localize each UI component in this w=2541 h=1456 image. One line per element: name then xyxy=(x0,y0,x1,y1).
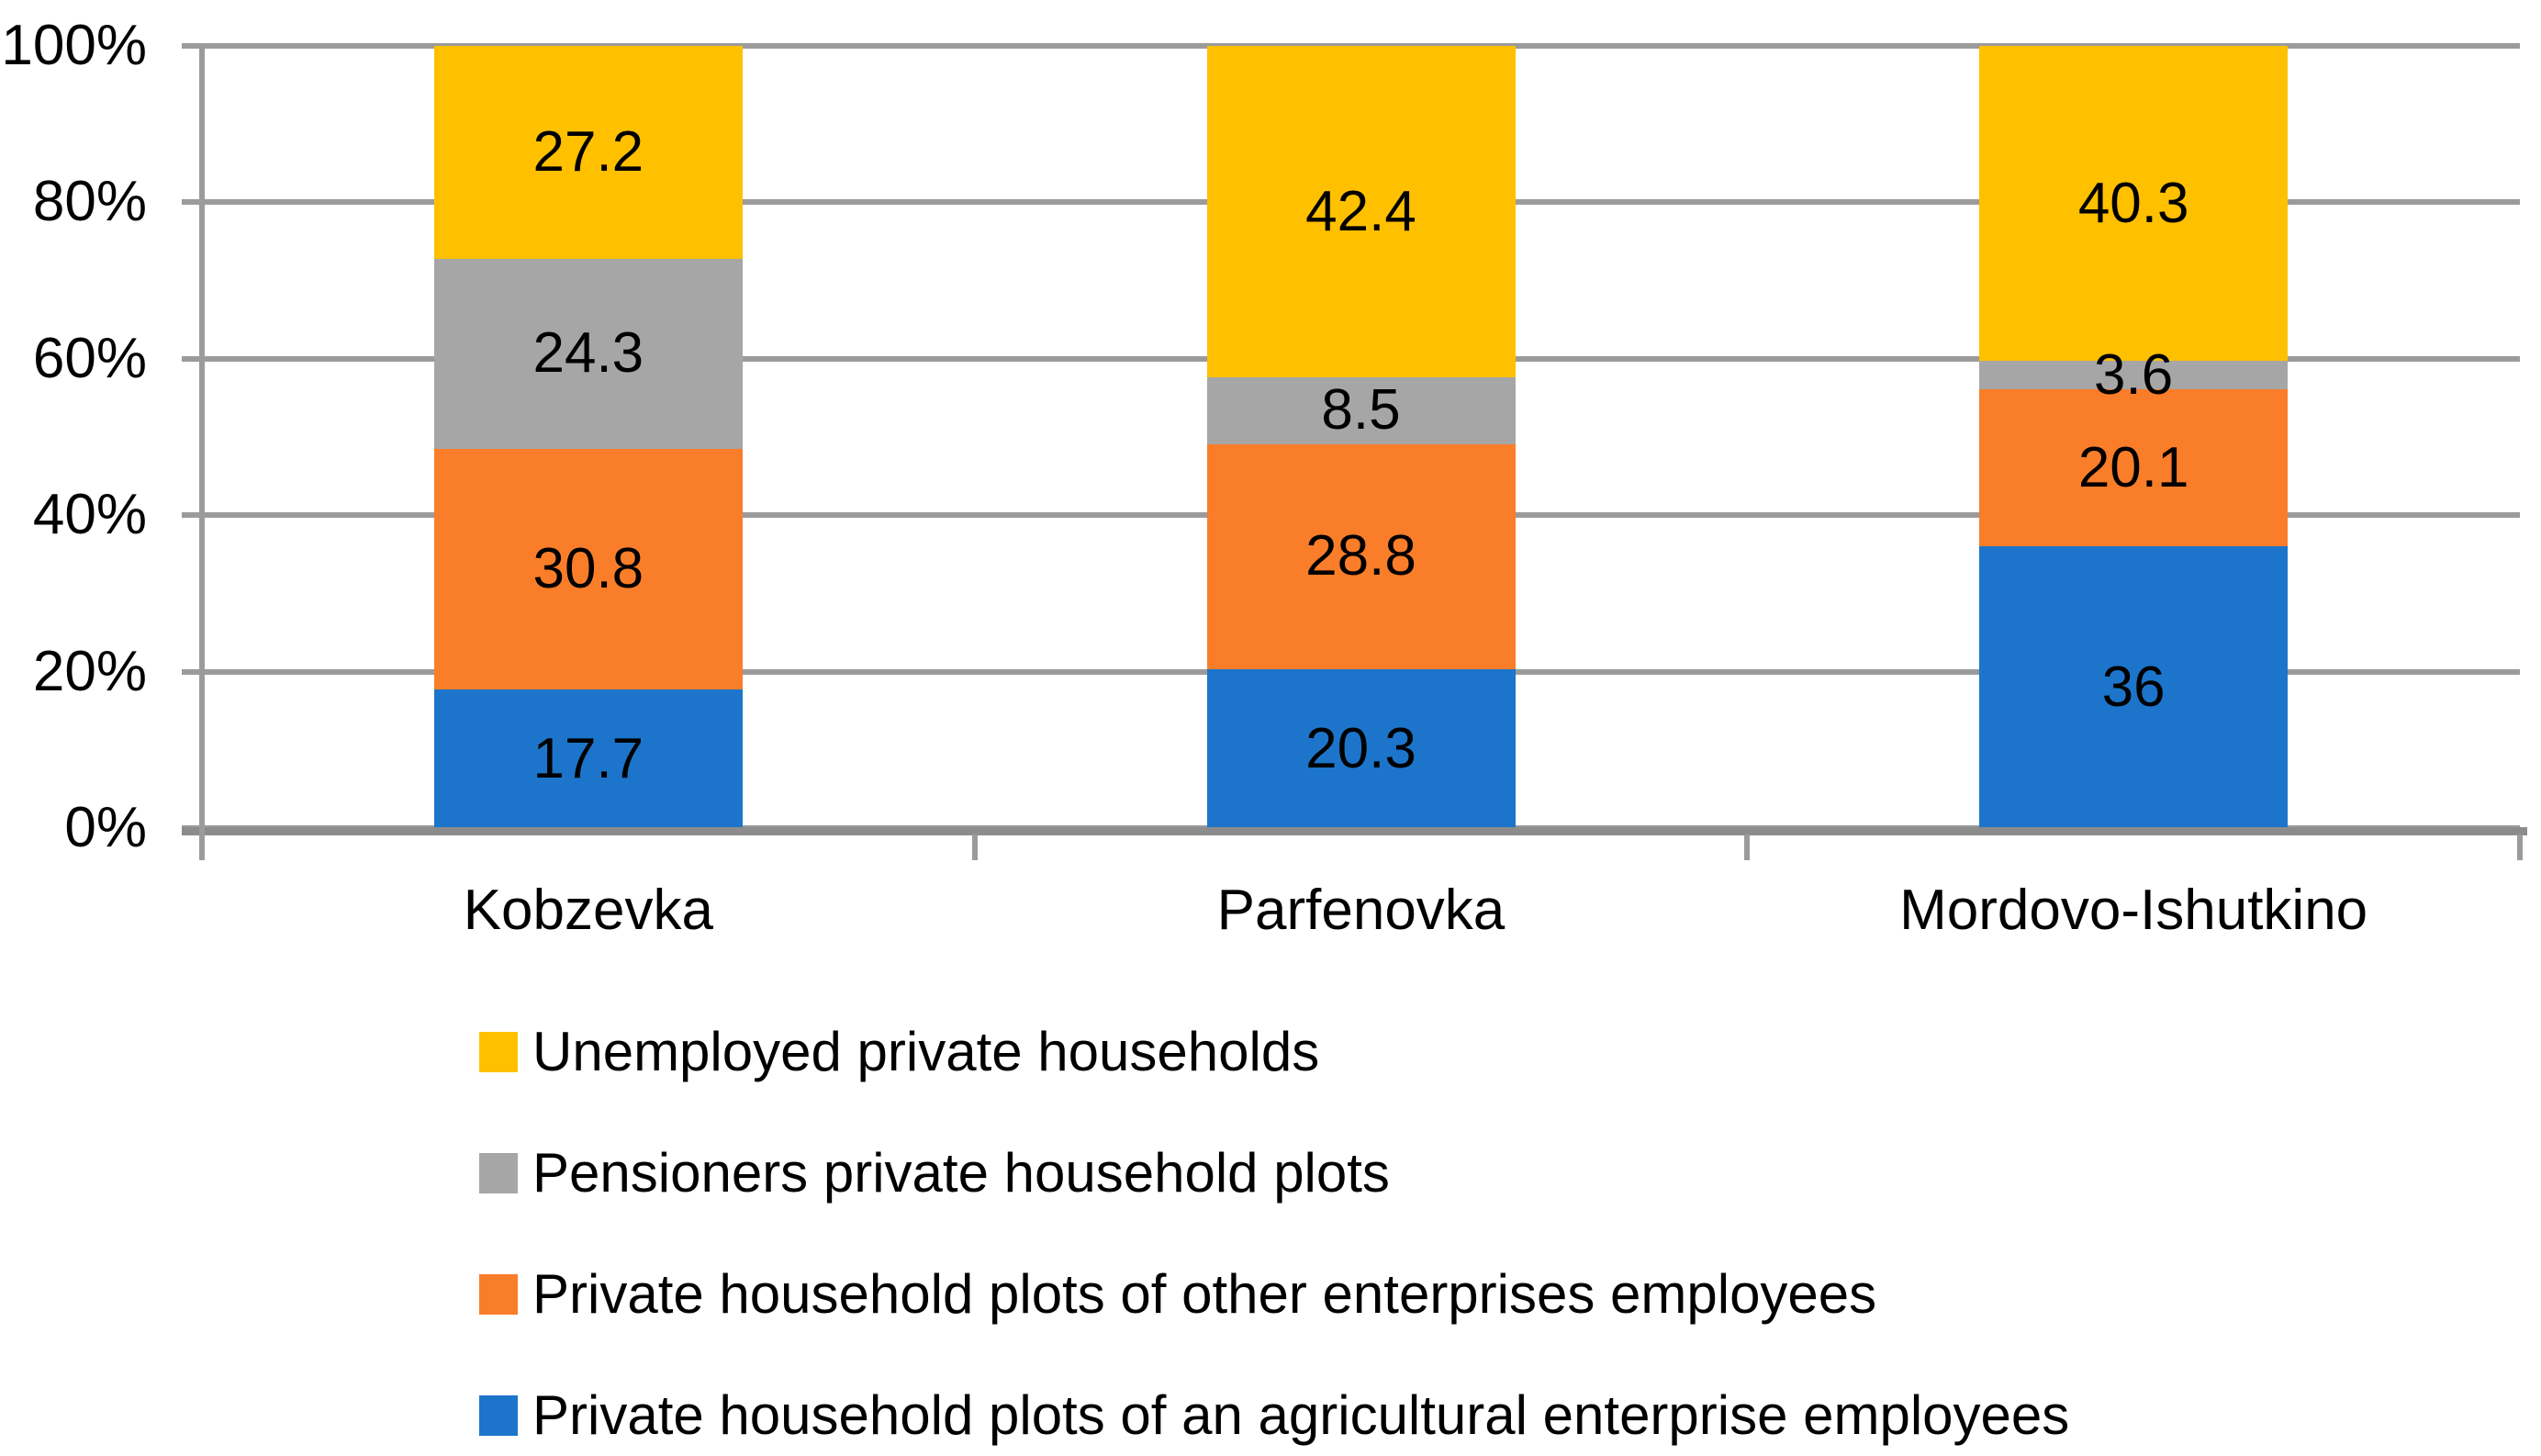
legend-swatch-icon xyxy=(479,1032,518,1072)
x-axis-tick xyxy=(1744,834,1751,860)
y-axis-line xyxy=(199,46,205,859)
bar-segment-Mordovo-Ishutkino xyxy=(1979,546,2289,828)
legend-label: Private household plots of other enterpr… xyxy=(532,1263,1877,1325)
y-axis-tick-label: 40% xyxy=(32,483,147,547)
bar-segment-Kobzevka xyxy=(433,46,743,259)
bar-segment-Kobzevka xyxy=(433,448,743,690)
legend-swatch-icon xyxy=(479,1153,518,1193)
bar-segment-Parfenovka xyxy=(1206,443,1516,670)
category-label: Mordovo-Ishutkino xyxy=(1899,879,2368,942)
bar-segment-Kobzevka xyxy=(433,689,743,828)
y-axis-tick-label: 60% xyxy=(32,326,147,390)
legend-label: Private household plots of an agricultur… xyxy=(532,1384,2070,1446)
bar-segment-Kobzevka xyxy=(433,258,743,449)
legend-item: Private household plots of an agricultur… xyxy=(479,1381,2069,1450)
category-label: Parfenovka xyxy=(1216,879,1506,942)
x-axis-tick xyxy=(971,834,978,860)
bar-segment-Mordovo-Ishutkino xyxy=(1979,389,2289,547)
x-axis-line xyxy=(182,827,2527,835)
bar-segment-Mordovo-Ishutkino xyxy=(1979,361,2289,390)
legend-item: Private household plots of other enterpr… xyxy=(479,1260,2069,1329)
category-label: Kobzevka xyxy=(463,879,713,942)
x-axis-tick xyxy=(2517,834,2523,860)
bar-segment-Mordovo-Ishutkino xyxy=(1979,46,2289,362)
legend-swatch-icon xyxy=(479,1395,518,1436)
x-axis-tick xyxy=(199,834,205,860)
y-axis-tick-label: 0% xyxy=(64,796,147,859)
legend-item: Pensioners private household plots xyxy=(479,1138,2069,1208)
legend-label: Pensioners private household plots xyxy=(532,1142,1390,1204)
y-axis-tick-label: 20% xyxy=(32,639,147,703)
legend-label: Unemployed private households xyxy=(532,1021,1320,1082)
legend-item: Unemployed private households xyxy=(479,1017,2069,1087)
chart-legend: Unemployed private households Pensioners … xyxy=(479,1017,2069,1450)
bar-segment-Parfenovka xyxy=(1206,46,1516,378)
bar-segment-Parfenovka xyxy=(1206,377,1516,444)
y-axis-tick-label: 100% xyxy=(1,14,147,77)
y-axis-tick-label: 80% xyxy=(32,170,147,234)
legend-swatch-icon xyxy=(479,1274,518,1315)
bar-segment-Parfenovka xyxy=(1206,669,1516,828)
